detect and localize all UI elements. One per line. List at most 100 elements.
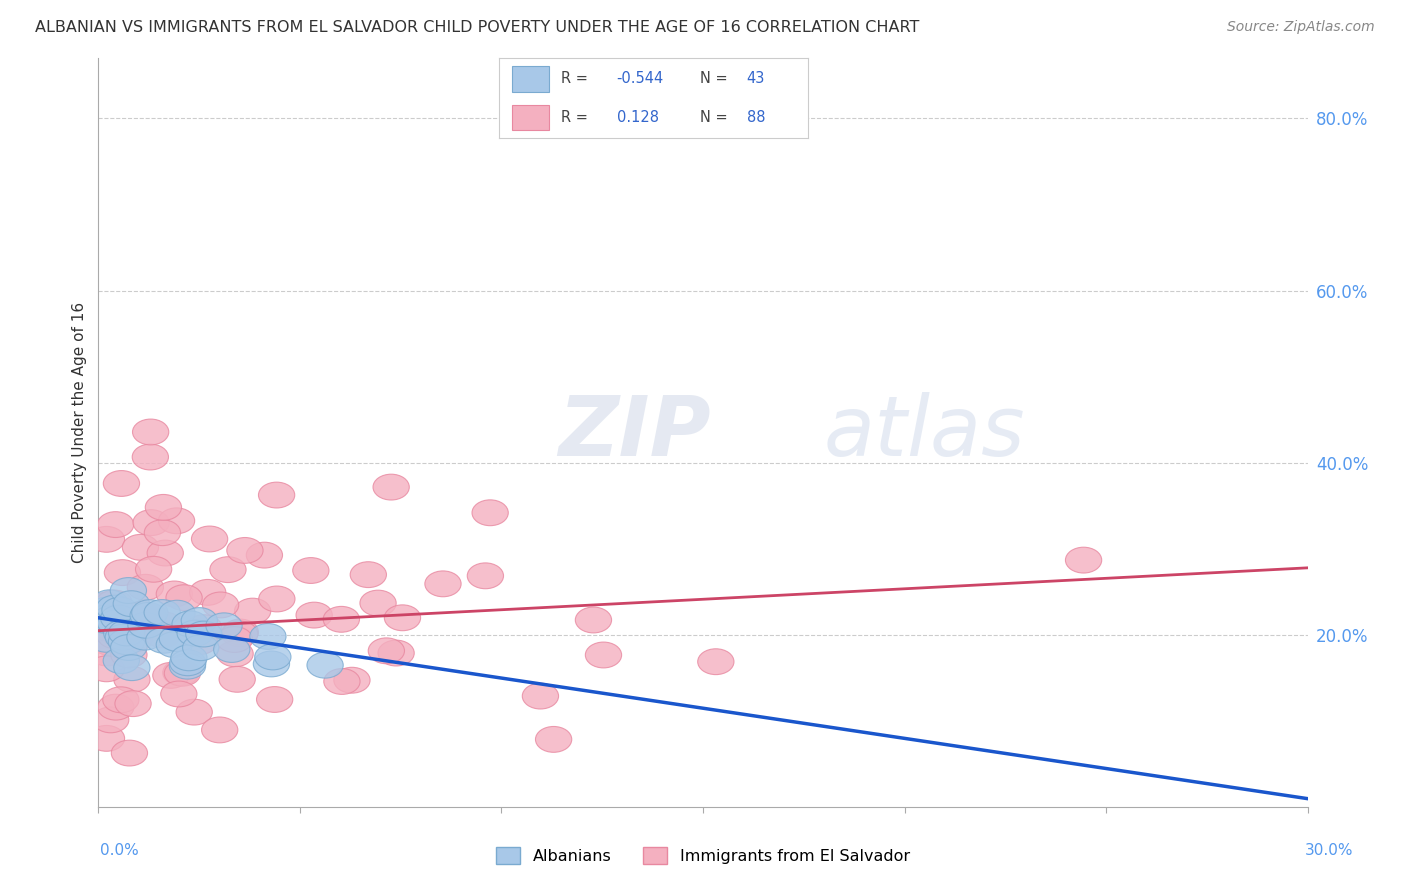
Ellipse shape (183, 635, 219, 661)
Ellipse shape (107, 611, 143, 637)
Text: 43: 43 (747, 71, 765, 87)
Ellipse shape (222, 619, 259, 645)
Ellipse shape (103, 687, 139, 713)
Ellipse shape (323, 669, 360, 694)
Ellipse shape (323, 607, 360, 632)
Ellipse shape (115, 690, 152, 716)
Ellipse shape (89, 599, 125, 624)
Ellipse shape (127, 624, 163, 650)
Ellipse shape (373, 475, 409, 500)
Bar (512, 104, 548, 130)
Ellipse shape (97, 512, 134, 538)
Ellipse shape (89, 656, 125, 681)
Ellipse shape (292, 558, 329, 583)
Ellipse shape (575, 607, 612, 633)
Ellipse shape (104, 559, 141, 585)
Ellipse shape (186, 621, 222, 647)
Legend: Albanians, Immigrants from El Salvador: Albanians, Immigrants from El Salvador (489, 841, 917, 871)
Ellipse shape (166, 585, 202, 611)
Ellipse shape (219, 666, 256, 692)
Ellipse shape (97, 610, 134, 636)
Ellipse shape (89, 626, 125, 652)
Ellipse shape (297, 602, 332, 628)
Ellipse shape (145, 622, 181, 648)
Ellipse shape (101, 606, 136, 631)
Ellipse shape (111, 642, 148, 668)
Ellipse shape (97, 694, 134, 720)
Ellipse shape (146, 612, 183, 638)
Ellipse shape (101, 597, 138, 623)
Ellipse shape (217, 626, 253, 652)
Ellipse shape (122, 534, 159, 560)
Ellipse shape (425, 571, 461, 597)
Ellipse shape (96, 591, 132, 615)
Ellipse shape (132, 419, 169, 445)
Ellipse shape (89, 606, 125, 632)
Ellipse shape (128, 613, 165, 638)
Ellipse shape (235, 599, 271, 624)
Ellipse shape (522, 683, 558, 709)
Ellipse shape (1066, 547, 1102, 573)
Ellipse shape (256, 687, 292, 713)
Text: 30.0%: 30.0% (1305, 843, 1353, 858)
Ellipse shape (191, 526, 228, 552)
Ellipse shape (134, 509, 169, 535)
Ellipse shape (89, 526, 125, 552)
Ellipse shape (105, 624, 142, 650)
Ellipse shape (307, 652, 343, 678)
Ellipse shape (250, 624, 285, 649)
Text: Source: ZipAtlas.com: Source: ZipAtlas.com (1227, 20, 1375, 34)
Ellipse shape (110, 578, 146, 604)
Ellipse shape (190, 580, 226, 606)
Ellipse shape (129, 602, 166, 628)
Ellipse shape (114, 666, 150, 692)
Ellipse shape (160, 681, 197, 706)
Ellipse shape (159, 625, 195, 651)
Y-axis label: Child Poverty Under the Age of 16: Child Poverty Under the Age of 16 (72, 302, 87, 563)
Ellipse shape (93, 630, 128, 656)
Bar (512, 66, 548, 92)
Ellipse shape (132, 599, 167, 625)
Ellipse shape (156, 581, 193, 607)
Ellipse shape (104, 620, 141, 646)
Ellipse shape (186, 615, 222, 640)
Ellipse shape (384, 605, 420, 631)
Ellipse shape (536, 726, 572, 752)
Ellipse shape (153, 663, 188, 689)
Ellipse shape (159, 600, 195, 626)
Ellipse shape (350, 562, 387, 588)
Ellipse shape (181, 607, 218, 633)
Text: ZIP: ZIP (558, 392, 710, 473)
Ellipse shape (360, 591, 396, 616)
Ellipse shape (214, 637, 250, 663)
Ellipse shape (111, 634, 146, 660)
Ellipse shape (259, 586, 295, 612)
Ellipse shape (146, 627, 181, 653)
Ellipse shape (111, 740, 148, 766)
Ellipse shape (163, 660, 200, 686)
Ellipse shape (222, 621, 257, 647)
Text: atlas: atlas (824, 392, 1025, 473)
Ellipse shape (135, 557, 172, 582)
Ellipse shape (467, 563, 503, 589)
Ellipse shape (108, 620, 145, 646)
Ellipse shape (117, 626, 152, 652)
Text: R =: R = (561, 71, 592, 87)
Ellipse shape (177, 620, 214, 646)
Ellipse shape (148, 541, 183, 566)
Ellipse shape (368, 638, 405, 664)
Text: N =: N = (700, 71, 733, 87)
Ellipse shape (169, 653, 205, 679)
Ellipse shape (89, 640, 125, 666)
Text: -0.544: -0.544 (617, 71, 664, 87)
Text: N =: N = (700, 110, 733, 125)
Ellipse shape (253, 651, 290, 677)
Ellipse shape (89, 605, 125, 631)
Ellipse shape (156, 632, 193, 657)
Ellipse shape (246, 542, 283, 568)
Ellipse shape (254, 644, 291, 670)
Ellipse shape (209, 557, 246, 582)
Ellipse shape (89, 615, 125, 640)
Ellipse shape (259, 483, 295, 508)
Ellipse shape (89, 622, 125, 648)
